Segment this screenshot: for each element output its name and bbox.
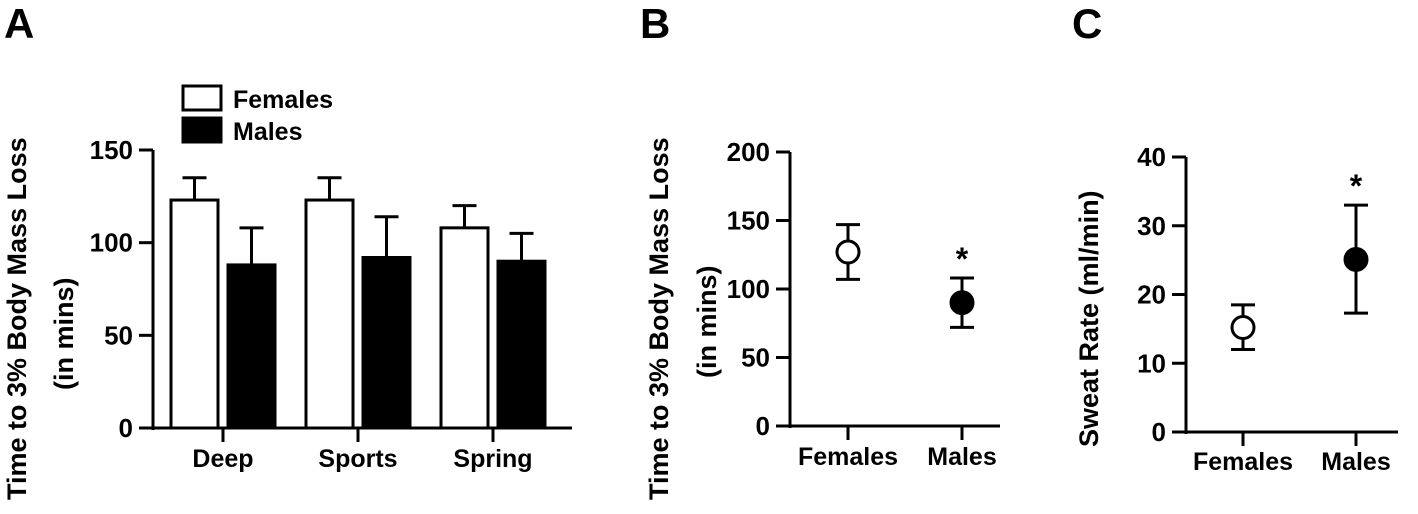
category-label-sports: Sports xyxy=(318,445,397,473)
bar-males-sports xyxy=(361,255,412,430)
bar-males-deep xyxy=(226,263,277,430)
legend-label-males: Males xyxy=(233,118,302,146)
panel-c-categories: Females Males xyxy=(1193,432,1391,476)
bar-females-deep xyxy=(169,198,220,430)
significance-marker-males: * xyxy=(1350,168,1363,204)
legend-label-females: Females xyxy=(233,86,333,114)
panel-letter-b: B xyxy=(640,0,670,47)
legend-swatch-females xyxy=(181,84,223,112)
point-females xyxy=(835,239,861,265)
panel-b-y-label-line2: (in mins) xyxy=(692,266,722,379)
point-males xyxy=(949,290,975,316)
panel-b-y-ticks: 0 50 100 150 200 xyxy=(727,137,790,441)
panel-letter-c: C xyxy=(1072,0,1102,47)
panel-a-categories: Deep Sports Spring xyxy=(192,428,533,473)
panel-a-legend: Females Males xyxy=(181,84,333,146)
panel-c-y-label: Sweat Rate (ml/min) xyxy=(1074,190,1104,447)
category-label-females: Females xyxy=(1193,448,1293,476)
panel-c: C 0 10 20 30 40 Females Males * Sweat Rate (m… xyxy=(1072,0,1398,476)
panel-2-y-tick-label: 40 xyxy=(1137,142,1166,172)
panel-2-y-tick-label: 30 xyxy=(1137,211,1166,241)
category-label-deep: Deep xyxy=(192,445,253,473)
panel-0-y-tick-label: 0 xyxy=(119,413,133,443)
significance-marker-males: * xyxy=(956,241,969,277)
point-females xyxy=(1230,315,1256,340)
panel-2-y-tick-label: 20 xyxy=(1137,280,1166,310)
category-label-spring: Spring xyxy=(453,445,532,473)
panel-b-marks: * xyxy=(835,223,975,329)
panel-c-marks: * xyxy=(1230,168,1369,351)
panel-2-y-tick-label: 10 xyxy=(1137,348,1166,378)
panel-2-y-tick-label: 0 xyxy=(1152,417,1166,447)
panel-letter-a: A xyxy=(4,0,34,47)
legend-swatch-males xyxy=(181,116,223,144)
panel-b: B 0 50 100 150 200 Females Males * Time to 3%… xyxy=(640,0,1000,500)
category-label-males: Males xyxy=(1321,448,1390,476)
panel-1-y-tick-label: 0 xyxy=(756,411,770,441)
panel-0-y-tick-label: 150 xyxy=(90,135,133,165)
panel-0-y-tick-label: 50 xyxy=(104,320,133,350)
panel-a: A 0 50 100 150 Deep Sports Spring Time to 3% … xyxy=(2,0,572,500)
panel-a-y-label-line2: (in mins) xyxy=(49,278,79,391)
bar-males-spring xyxy=(496,259,547,430)
panel-1-y-tick-label: 50 xyxy=(741,343,770,373)
panel-0-y-tick-label: 100 xyxy=(90,228,133,258)
panel-a-y-ticks: 0 50 100 150 xyxy=(90,135,153,443)
panel-c-y-ticks: 0 10 20 30 40 xyxy=(1137,142,1186,447)
bar-females-spring xyxy=(439,226,490,430)
bar-females-sports xyxy=(304,198,355,430)
category-label-females: Females xyxy=(798,443,898,471)
panel-a-marks xyxy=(169,176,547,430)
panel-b-categories: Females Males xyxy=(798,426,997,471)
point-males xyxy=(1343,246,1369,272)
panel-1-y-tick-label: 150 xyxy=(727,206,770,236)
category-label-males: Males xyxy=(927,443,996,471)
panel-b-y-label-line1: Time to 3% Body Mass Loss xyxy=(644,137,674,500)
panel-a-y-label-line1: Time to 3% Body Mass Loss xyxy=(2,137,32,500)
panel-1-y-tick-label: 100 xyxy=(727,274,770,304)
panel-1-y-tick-label: 200 xyxy=(727,137,770,167)
